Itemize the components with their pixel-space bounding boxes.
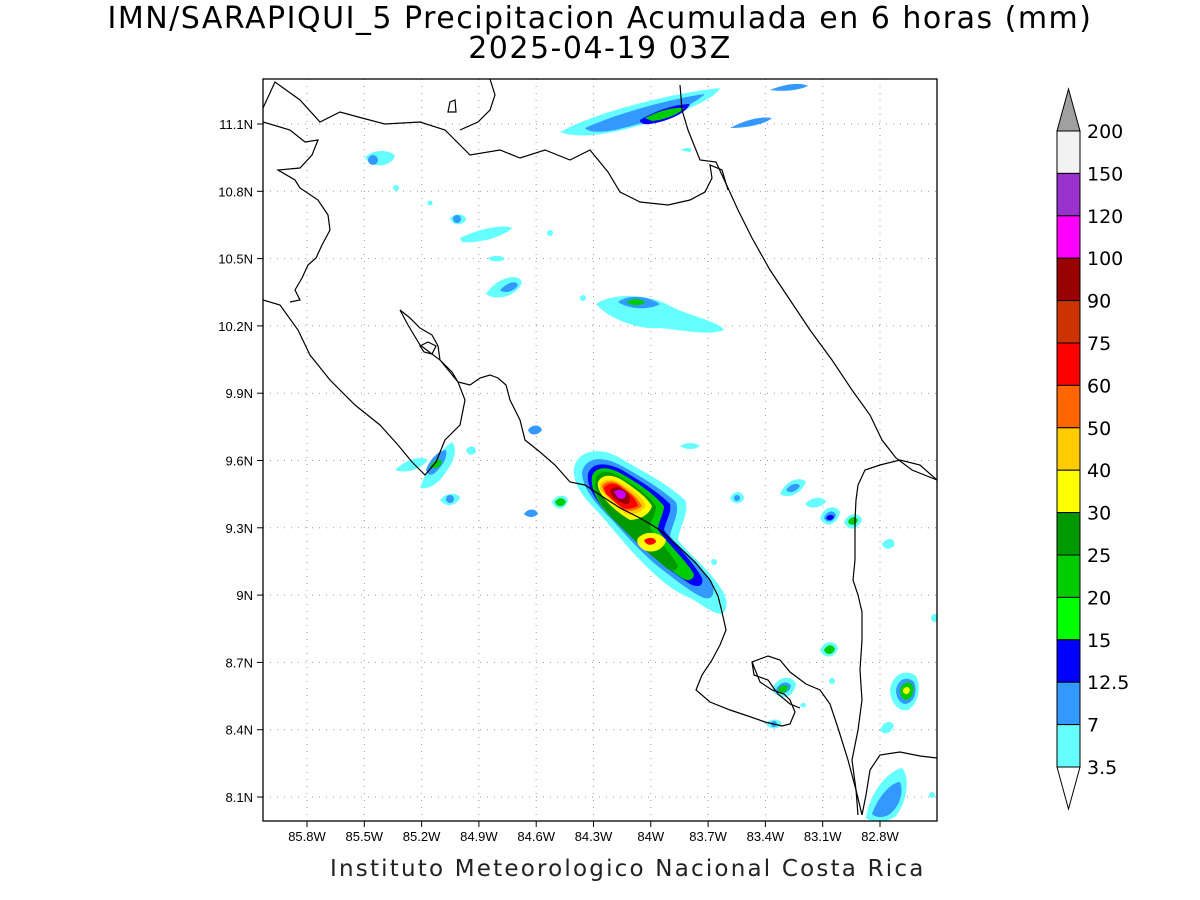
precip-cell: [395, 442, 476, 506]
map-frame: [262, 78, 938, 822]
colorbar-level-label: 40: [1087, 460, 1111, 482]
lon-tick-label: 85.5W: [346, 829, 384, 844]
pacific-coast: [263, 299, 863, 816]
colorbar-swatch: [1056, 554, 1081, 598]
latitude-axis: 11.1N 10.8N 10.5N 10.2N 9.9N 9.6N 9.3N 9N 8.7N 8.…: [218, 117, 263, 805]
colorbar-swatch: [1056, 172, 1081, 217]
lon-tick-label: 85.8W: [288, 829, 326, 844]
panama-border: [851, 459, 937, 816]
precip-cell: [560, 83, 808, 152]
nicaragua-east-coast: [459, 79, 496, 131]
nicaragua-border: [263, 81, 729, 206]
lon-tick-label: 83.7W: [689, 829, 727, 844]
colorbar-level-label: 120: [1087, 206, 1123, 228]
precip-cell: [365, 151, 724, 333]
colorbar-level-label: 50: [1087, 418, 1111, 440]
colorbar-level-label: 75: [1087, 333, 1111, 355]
colorbar-swatch: [1056, 300, 1081, 344]
lon-tick-label: 84.6W: [517, 829, 555, 844]
precip-cell: [766, 642, 935, 821]
map-datetime: 2025-04-19 03Z: [468, 31, 732, 66]
lat-tick-label: 10.2N: [218, 319, 253, 334]
colorbar-level-label: 3.5: [1087, 757, 1117, 779]
lon-tick-label: 84.3W: [575, 829, 613, 844]
colorbar-level-label: 15: [1087, 630, 1111, 652]
lat-tick-label: 8.4N: [226, 723, 253, 738]
lat-tick-label: 10.5N: [218, 252, 253, 267]
caribbean-coast: [679, 84, 937, 481]
colorbar-under-arrow: [1056, 766, 1081, 811]
colorbar-level-label: 60: [1087, 375, 1111, 397]
colorbar-level-label: 200: [1087, 121, 1123, 143]
colorbar-level-label: 100: [1087, 248, 1123, 270]
colorbar-level-label: 150: [1087, 163, 1123, 185]
lat-tick-label: 9.9N: [226, 386, 253, 401]
colorbar-swatch: [1056, 681, 1081, 726]
lon-tick-label: 82.8W: [861, 829, 899, 844]
lon-tick-label: 84W: [637, 829, 664, 844]
map-title: IMN/SARAPIQUI_5 Precipitacion Acumulada …: [107, 1, 1093, 36]
colorbar-over-arrow: [1056, 87, 1081, 132]
colorbar-level-label: 25: [1087, 545, 1111, 567]
colorbar-swatch: [1056, 342, 1081, 386]
osa-coast: [751, 661, 801, 709]
colorbar-swatch: [1056, 384, 1081, 429]
lat-tick-label: 9.6N: [226, 454, 253, 469]
colorbar-swatch: [1056, 469, 1081, 514]
lat-tick-label: 8.1N: [226, 790, 253, 805]
lat-tick-label: 8.7N: [226, 655, 253, 670]
precip-cell: [524, 425, 727, 614]
lake-island: [447, 99, 457, 113]
colorbar-swatch: [1056, 724, 1081, 768]
lon-tick-label: 83.4W: [747, 829, 785, 844]
colorbar-level-label: 12.5: [1087, 672, 1129, 694]
colorbar-swatch: [1056, 639, 1081, 683]
colorbar-swatch: [1056, 130, 1081, 174]
longitude-axis: 85.8W 85.5W 85.2W 84.9W 84.6W 84.3W 84W 83.7W 83…: [288, 821, 900, 844]
coastlines-and-borders: [263, 79, 937, 816]
colorbar-swatch: [1056, 512, 1081, 556]
colorbar-swatch: [1056, 596, 1081, 641]
colorbar-legend: 200 150 120 100 90 75 60 50 40 30 25 20 15 12.5 7 3.5: [1056, 87, 1129, 811]
lat-tick-label: 9N: [236, 588, 253, 603]
colorbar-level-label: 20: [1087, 587, 1111, 609]
precip-cell: [711, 479, 937, 622]
lon-tick-label: 85.2W: [403, 829, 441, 844]
colorbar-level-label: 30: [1087, 503, 1111, 525]
colorbar-swatch: [1056, 215, 1081, 259]
panama-coast: [861, 751, 937, 816]
footer-credit: Instituto Meteorologico Nacional Costa R…: [330, 856, 926, 882]
lat-tick-label: 9.3N: [226, 521, 253, 536]
lat-tick-label: 11.1N: [219, 117, 253, 132]
lon-tick-label: 84.9W: [460, 829, 498, 844]
lon-tick-label: 83.1W: [804, 829, 842, 844]
colorbar-level-label: 7: [1087, 715, 1099, 737]
colorbar-swatch: [1056, 427, 1081, 471]
precip-shading: [365, 83, 937, 821]
nicoya-island: [419, 341, 437, 355]
colorbar-swatch: [1056, 257, 1081, 302]
colorbar-level-label: 90: [1087, 291, 1111, 313]
graticule: [263, 79, 937, 821]
lat-tick-label: 10.8N: [218, 184, 253, 199]
nicaragua-pacific: [263, 121, 331, 303]
